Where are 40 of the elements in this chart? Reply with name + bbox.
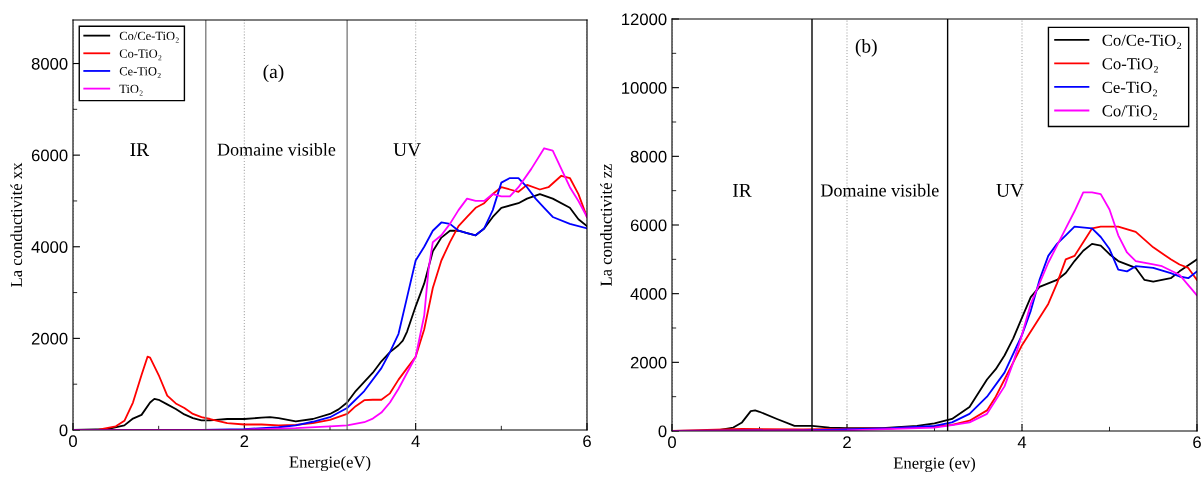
annotation: IR bbox=[732, 183, 752, 197]
y-tick-label: 4000 bbox=[630, 288, 667, 300]
x-tick-label: 4 bbox=[1017, 436, 1027, 448]
y-tick-label: 6000 bbox=[31, 149, 68, 162]
legend-label: Co-TiO₂ bbox=[1102, 58, 1158, 73]
x-tick-label: 6 bbox=[1193, 436, 1201, 449]
y-tick-label: 2000 bbox=[630, 356, 667, 369]
annotation: UV bbox=[996, 183, 1024, 198]
y-tick-label: 6000 bbox=[630, 219, 667, 232]
y-axis-title: La conductivité zz bbox=[600, 163, 612, 287]
x-tick-label: 0 bbox=[668, 436, 676, 449]
text: (a) bbox=[263, 64, 284, 83]
legend-label: Ce-TiO₂ bbox=[1102, 81, 1158, 97]
y-tick-label: 10000 bbox=[622, 82, 667, 94]
x-tick-label: 2 bbox=[843, 436, 851, 448]
annotation: IR bbox=[130, 143, 150, 156]
x-tick-label: 6 bbox=[583, 435, 591, 448]
x-tick-label: 2 bbox=[240, 435, 249, 447]
y-tick-label: 2000 bbox=[31, 332, 68, 345]
y-tick-label: 0 bbox=[59, 424, 68, 437]
y-tick-label: 4000 bbox=[31, 241, 68, 253]
y-axis-title: La conductivité xx bbox=[10, 162, 23, 287]
x-axis-title: Energie (ev) bbox=[893, 456, 976, 473]
y-tick-label: 12000 bbox=[622, 13, 667, 26]
legend-label: Co/TiO₂ bbox=[1102, 105, 1158, 120]
legend-label: TiO₂ bbox=[119, 84, 143, 96]
x-tick-label: 4 bbox=[411, 435, 420, 447]
y-tick-label: 8000 bbox=[31, 57, 68, 70]
legend-label: Co/Ce-TiO₂ bbox=[1102, 34, 1182, 50]
annotation: Domaine visible bbox=[820, 183, 939, 197]
annotation: Domaine visible bbox=[217, 143, 336, 156]
legend-label: Co-TiO₂ bbox=[119, 49, 162, 61]
y-tick-label: 8000 bbox=[630, 150, 667, 163]
legend-label: Co/Ce-TiO₂ bbox=[119, 31, 179, 43]
text: (b) bbox=[855, 39, 877, 57]
x-tick-label: 0 bbox=[69, 435, 77, 448]
legend-label: Ce-TiO₂ bbox=[119, 67, 161, 78]
y-tick-label: 0 bbox=[658, 425, 667, 438]
x-axis-title: Energie(eV) bbox=[289, 455, 371, 472]
annotation: UV bbox=[393, 143, 421, 157]
